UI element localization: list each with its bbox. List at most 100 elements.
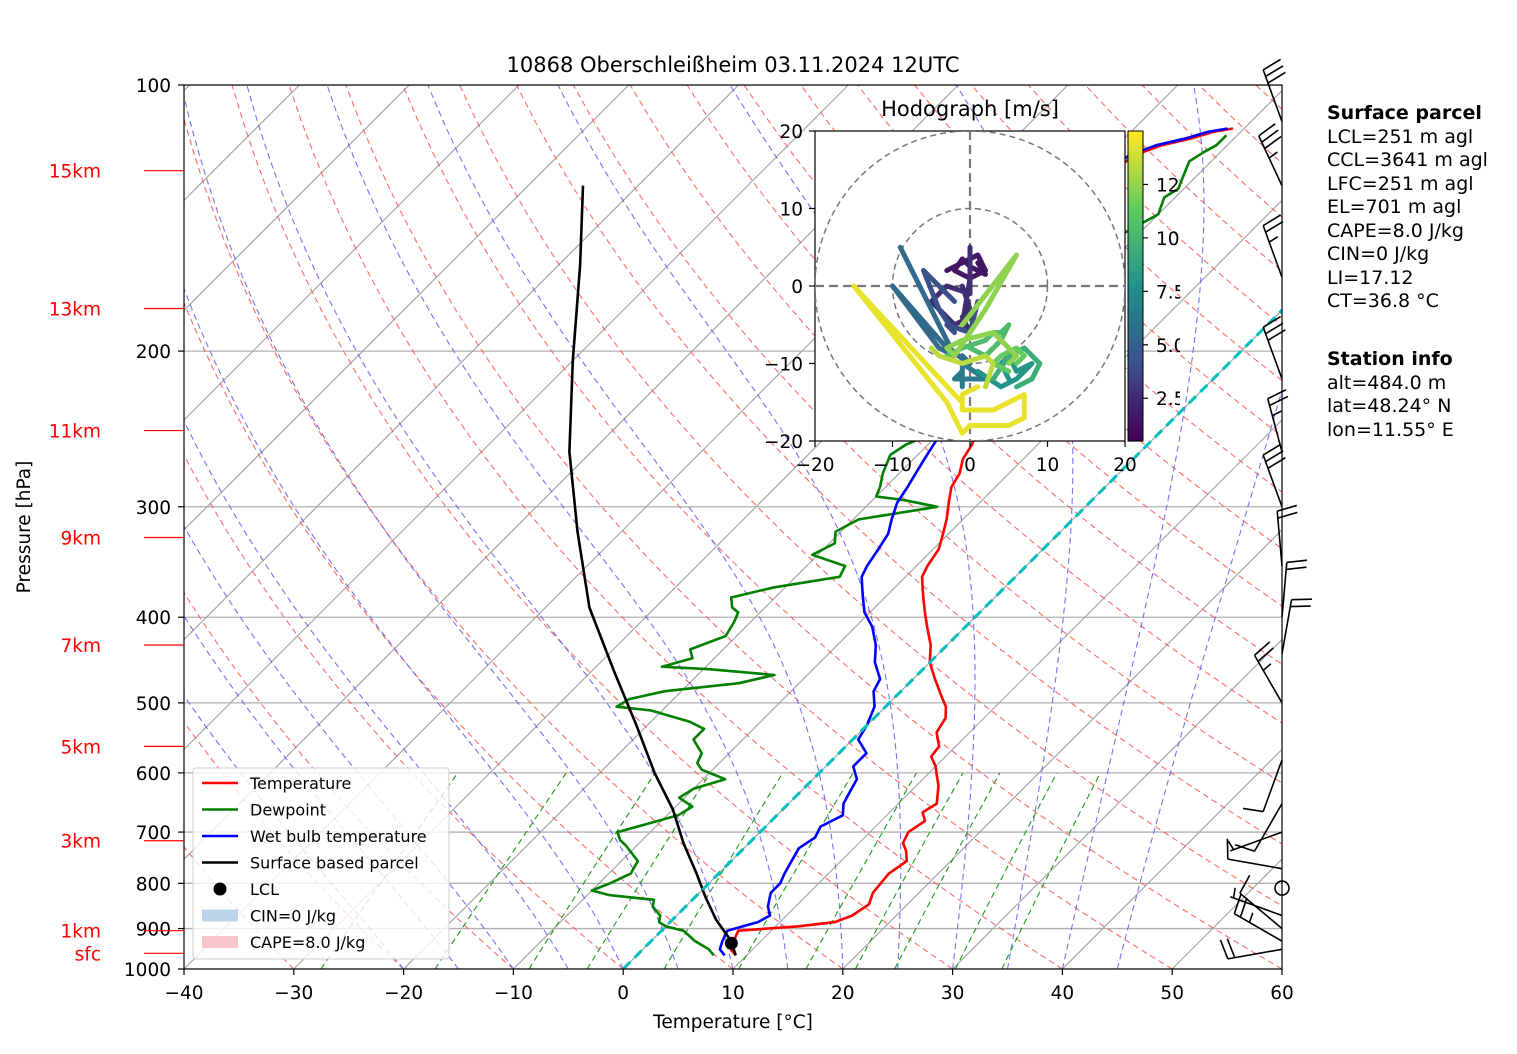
hodograph-trace (851, 283, 1027, 436)
wind-barb-flag (1258, 123, 1276, 137)
colorbar-cell (1128, 201, 1143, 207)
moist-adiabat (1116, 388, 1282, 969)
dry-adiabat (288, 85, 1063, 969)
wind-barb-flag (1267, 388, 1287, 400)
wind-barb-flag (1265, 220, 1284, 233)
mixing-ratio-line (528, 772, 656, 969)
wind-barb-half-flag (1268, 236, 1279, 243)
colorbar-cell (1128, 431, 1143, 437)
colorbar-cell (1128, 391, 1143, 397)
colorbar-cell (1128, 216, 1143, 222)
height-label: 3km (60, 832, 101, 853)
wind-barb (1230, 831, 1283, 852)
y-tick-label: 600 (136, 764, 171, 785)
station-info-line: lon=11.55° E (1327, 418, 1454, 441)
moist-adiabat (246, 85, 734, 969)
isotherm (184, 85, 410, 311)
wind-barb-flag (1277, 511, 1298, 519)
colorbar-cell (1128, 131, 1143, 137)
station-info-box: Station info alt=484.0 m lat=48.24° N lo… (1327, 348, 1454, 442)
legend-label: CAPE=8.0 J/kg (250, 933, 365, 952)
colorbar-cell (1128, 151, 1143, 157)
wind-barb-flag (1264, 135, 1282, 150)
mixing-ratio-line (1001, 772, 1101, 969)
wind-barb-half-flag (1232, 887, 1236, 899)
colorbar-cell (1128, 161, 1143, 167)
series-line-isotherm-0 (622, 308, 1282, 969)
x-tick-label: 10 (721, 983, 745, 1004)
wind-barb-half-flag (1268, 151, 1278, 159)
wind-barb-flag (1286, 566, 1307, 571)
y-axis: 1000 900 800 700 600 500 400 300 200 100 (124, 76, 184, 981)
colorbar-cell (1128, 241, 1143, 247)
wind-barb-flag (1265, 322, 1284, 335)
wind-barb-flag (1239, 897, 1248, 918)
wind-barb (1230, 895, 1283, 917)
wind-barb (1262, 759, 1283, 812)
mixing-ratio-line (434, 772, 567, 969)
dry-adiabat (184, 116, 844, 969)
hodograph-x-tick-label: 0 (964, 455, 976, 476)
lcl-marker (724, 936, 738, 950)
wind-barb-half-flag (1227, 840, 1235, 851)
x-tick-label: 40 (1051, 983, 1075, 1004)
wind-barb-flag (1265, 65, 1284, 78)
dry-adiabat (857, 85, 1282, 493)
wind-barb-flag (1262, 58, 1282, 71)
mixing-ratio-line (805, 772, 917, 969)
height-label: 13km (49, 300, 101, 321)
legend-swatch (213, 882, 227, 896)
legend-label: CIN=0 J/kg (250, 907, 336, 926)
x-axis: −40 −30 −20 −10 0 10 20 30 40 50 60 (164, 969, 1294, 1004)
wind-barb (1262, 326, 1283, 380)
isotherm (513, 199, 1282, 969)
colorbar-cell (1128, 286, 1143, 292)
colorbar-cell (1128, 166, 1143, 172)
colorbar-tick-label: 10.0 (1156, 229, 1180, 250)
x-axis-label: Temperature [°C] (652, 1012, 813, 1033)
y-tick-label: 700 (136, 823, 171, 844)
wind-barb-flag (1265, 450, 1284, 463)
colorbar-cell (1128, 346, 1143, 352)
colorbar-cell (1128, 251, 1143, 257)
y-tick-label: 200 (136, 342, 171, 363)
isotherm (184, 85, 520, 421)
surface-parcel-line: LCL=251 m agl (1327, 125, 1474, 148)
colorbar-cell (1128, 206, 1143, 212)
x-tick-label: 20 (831, 983, 855, 1004)
wind-barb (1262, 454, 1283, 508)
colorbar-cell (1128, 416, 1143, 422)
y-tick-label: 800 (136, 874, 171, 895)
wind-barb-flag (1262, 443, 1282, 456)
colorbar-cell (1128, 386, 1143, 392)
isotherm (732, 419, 1282, 969)
x-tick-label: 30 (941, 983, 965, 1004)
colorbar-cell (1128, 261, 1143, 267)
isotherm (1062, 748, 1282, 969)
colorbar-cell (1128, 426, 1143, 432)
chart-title: 10868 Oberschleißheim 03.11.2024 12UTC (507, 53, 960, 77)
y-axis-label: Pressure [hPa] (14, 461, 35, 594)
moist-adiabat (1061, 85, 1205, 969)
y-tick-label: 300 (136, 498, 171, 519)
wind-barb (1266, 398, 1283, 453)
hodograph-trace (990, 345, 1043, 390)
wind-barb-flag (1234, 843, 1255, 853)
colorbar-tick-label: 7.5 (1156, 282, 1180, 303)
colorbar-cell (1128, 236, 1143, 242)
colorbar-cell (1128, 281, 1143, 287)
colorbar-cell (1128, 361, 1143, 367)
wind-barb-flag (1257, 647, 1274, 662)
wind-barb (1281, 599, 1293, 654)
hodograph-x-tick-label: 20 (1113, 455, 1137, 476)
moist-adiabat (557, 85, 902, 969)
y-tick-label: 400 (136, 608, 171, 629)
hodograph-x-tick-label: 10 (1036, 455, 1060, 476)
y-tick-label: 100 (136, 76, 171, 97)
hodograph-y-tick-label: 0 (791, 277, 803, 298)
wind-barb (1262, 225, 1283, 278)
surface-parcel-line: EL=701 m agl (1327, 196, 1462, 218)
wind-barb-flag (1219, 939, 1229, 960)
isotherm (184, 85, 630, 531)
dry-adiabat (231, 85, 953, 969)
